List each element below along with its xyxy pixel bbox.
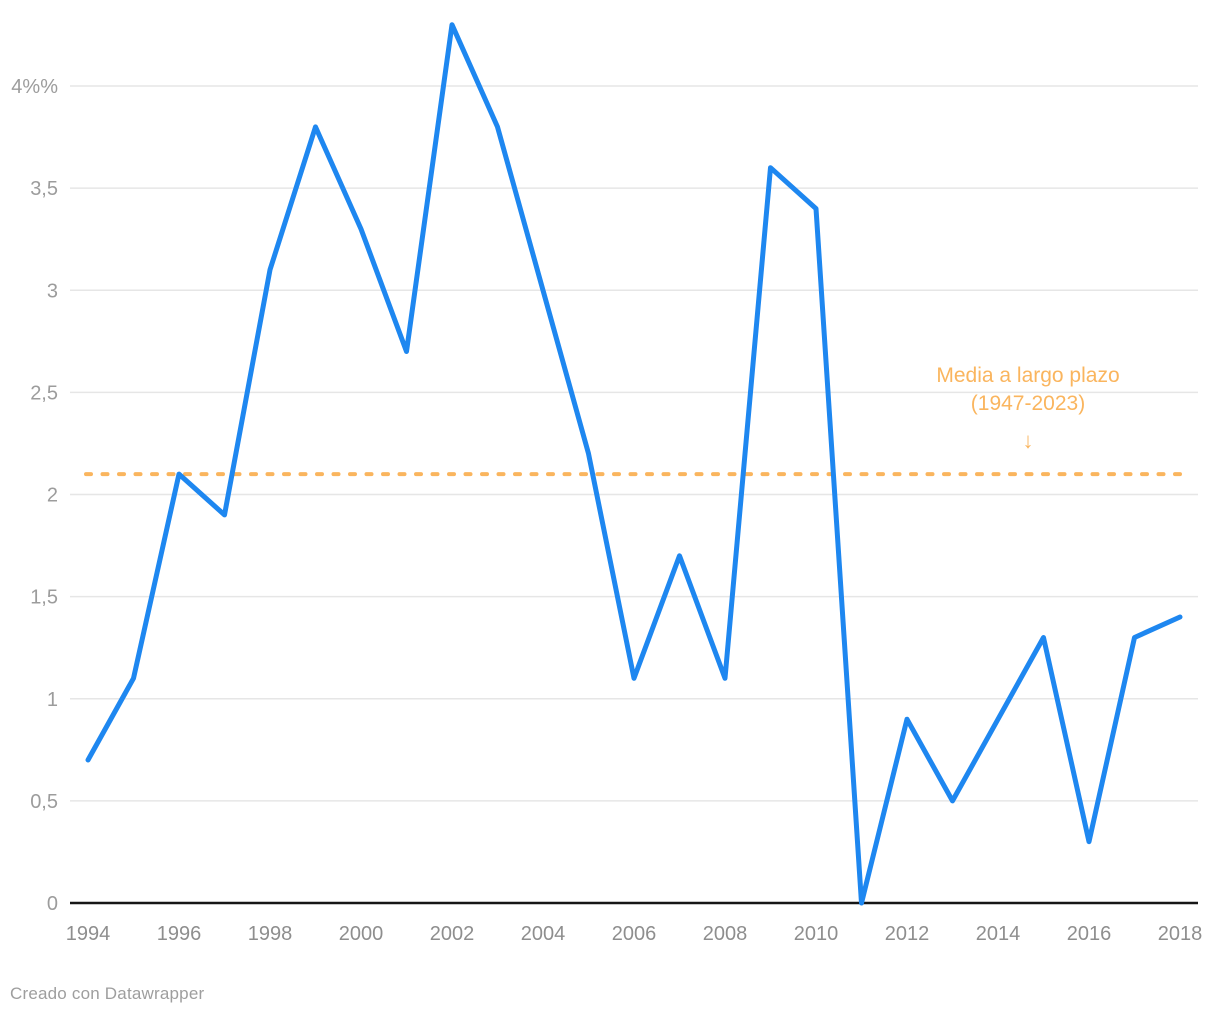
x-tick-label: 2014 xyxy=(976,923,1021,945)
datawrapper-credit: Creado con Datawrapper xyxy=(10,984,205,1003)
x-tick-label: 2004 xyxy=(521,923,566,945)
y-tick-label: 1 xyxy=(47,689,58,711)
x-tick-label: 2006 xyxy=(612,923,657,945)
x-tick-label: 1996 xyxy=(157,923,202,945)
x-tick-label: 2002 xyxy=(430,923,475,945)
y-tick-label: 0 xyxy=(47,893,58,915)
x-tick-label: 1994 xyxy=(66,923,111,945)
productivity-series-line xyxy=(85,22,1183,906)
y-tick-label: 3 xyxy=(47,280,58,302)
down-arrow-icon: ↓ xyxy=(1023,428,1034,453)
y-tick-label: 2,5 xyxy=(30,382,58,404)
x-tick-label: 2010 xyxy=(794,923,839,945)
y-tick-label: 4%% xyxy=(11,76,58,98)
x-tick-label: 2008 xyxy=(703,923,748,945)
y-tick-label: 2 xyxy=(47,485,58,507)
reference-annotation-line1: Media a largo plazo xyxy=(936,364,1119,387)
x-tick-label: 2016 xyxy=(1067,923,1112,945)
y-tick-label: 0,5 xyxy=(30,791,58,813)
x-tick-label: 2018 xyxy=(1158,923,1203,945)
reference-annotation-line2: (1947-2023) xyxy=(971,392,1085,415)
x-tick-label: 1998 xyxy=(248,923,293,945)
y-tick-label: 3,5 xyxy=(30,178,58,200)
y-tick-label: 1,5 xyxy=(30,587,58,609)
x-tick-label: 2000 xyxy=(339,923,384,945)
x-tick-label: 2012 xyxy=(885,923,930,945)
